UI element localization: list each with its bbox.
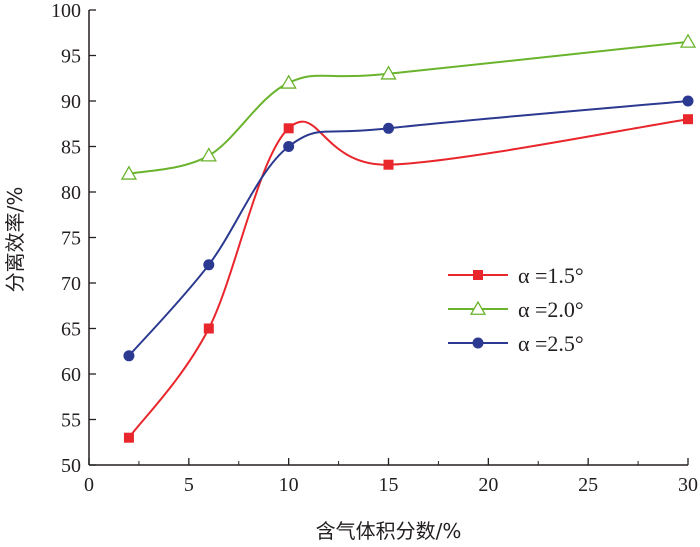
- legend: α =1.5° α =2.0° α =2.5°: [448, 263, 584, 356]
- x-axis-label: 含气体积分数/%: [316, 519, 462, 543]
- x-tick-label: 0: [84, 474, 94, 496]
- data-point-series-1: [683, 114, 693, 125]
- data-point-series-1: [383, 159, 394, 170]
- data-point-series-1: [203, 323, 214, 334]
- x-tick-label: 15: [379, 474, 399, 496]
- x-tick-label: 25: [578, 474, 598, 496]
- y-tick-label: 50: [61, 455, 81, 477]
- x-tick-label: 30: [678, 474, 698, 496]
- series-line-1: [128, 118, 689, 439]
- legend-label-2: α =2.0°: [518, 297, 584, 322]
- y-tick-label: 75: [61, 228, 81, 250]
- y-tick-label: 100: [51, 0, 81, 22]
- data-point-series-3: [203, 259, 215, 271]
- data-point-series-2: [679, 33, 697, 48]
- legend-label-1: α =1.5°: [518, 263, 584, 288]
- data-point-series-3: [383, 122, 394, 134]
- y-tick-label: 70: [61, 273, 81, 295]
- legend-marker-1: [473, 270, 483, 280]
- data-point-series-2: [380, 65, 397, 80]
- series-line-3: [128, 100, 689, 357]
- y-tick-label: 90: [61, 91, 81, 113]
- series-curves: [128, 40, 689, 439]
- x-tick-label: 5: [184, 474, 194, 496]
- data-point-series-2: [200, 147, 217, 162]
- y-tick-label: 60: [61, 364, 81, 386]
- data-point-series-3: [123, 350, 135, 362]
- y-tick-label: 85: [61, 137, 81, 159]
- series-line-2: [128, 40, 689, 175]
- x-tick-label: 20: [478, 474, 498, 496]
- data-point-series-2: [120, 165, 138, 180]
- legend-marker-3: [472, 337, 484, 349]
- y-tick-label: 65: [61, 319, 81, 341]
- legend-label-3: α =2.5°: [518, 331, 584, 356]
- y-tick-label: 55: [61, 410, 81, 432]
- axes: 0 5 10 15 20 25 30 50 55 60 65 70 75 80 85 90 95 100: [51, 0, 698, 496]
- data-point-series-3: [682, 95, 694, 107]
- data-point-series-2: [280, 74, 297, 89]
- y-tick-label: 80: [61, 182, 81, 204]
- y-tick-label: 95: [61, 46, 81, 68]
- x-tick-label: 10: [279, 474, 299, 496]
- y-axis-label: 分离效率/%: [3, 187, 27, 293]
- series-markers: [120, 33, 697, 443]
- data-point-series-1: [123, 432, 134, 443]
- legend-marker-2: [469, 300, 487, 315]
- data-point-series-1: [283, 123, 294, 134]
- data-point-series-3: [283, 141, 295, 152]
